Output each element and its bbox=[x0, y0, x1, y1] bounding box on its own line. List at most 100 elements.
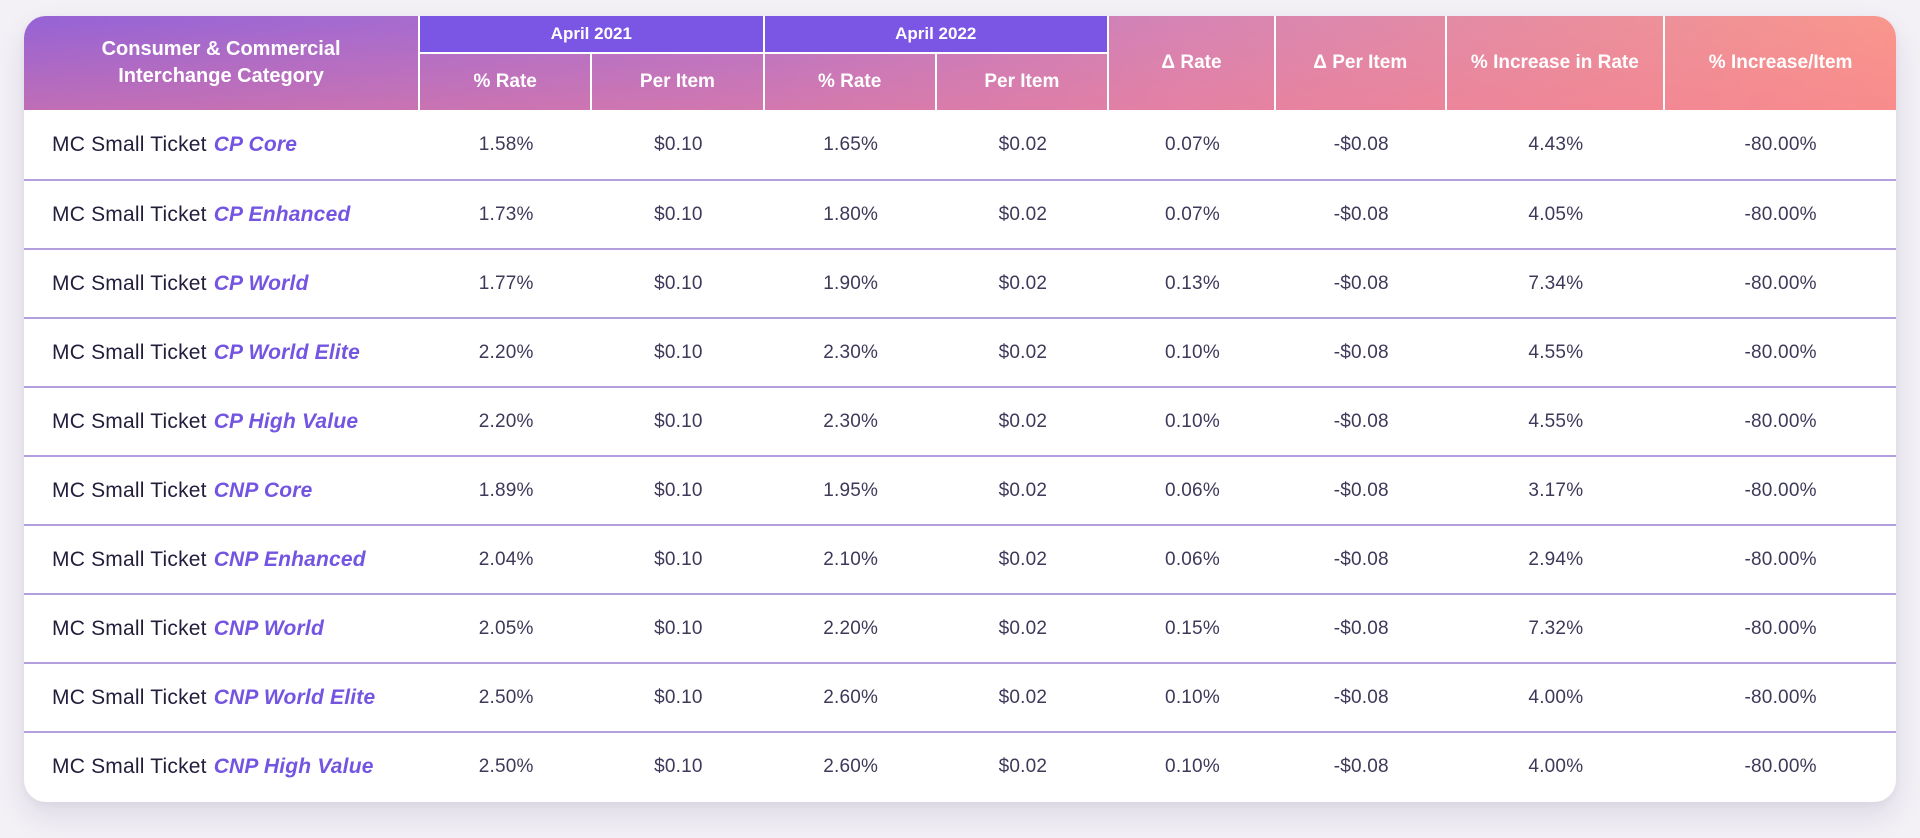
category-cell: MC Small Ticket CP World Elite bbox=[24, 319, 420, 386]
cell-delta-rate: 0.10% bbox=[1165, 755, 1220, 777]
cell-2021-per-item: $0.10 bbox=[654, 686, 703, 708]
cell-2022-pct-rate: 2.60% bbox=[823, 686, 879, 708]
cell-delta-per-item: -$0.08 bbox=[1333, 686, 1389, 708]
cell-pct-increase-per-item: -80.00% bbox=[1744, 133, 1817, 155]
interchange-rate-table-card: Consumer & Commercial Interchange Catego… bbox=[24, 16, 1896, 802]
category-prefix: MC Small Ticket bbox=[52, 754, 207, 778]
header-group-april-2021: April 2021 bbox=[420, 16, 765, 54]
cell-pct-increase-in-rate: 4.00% bbox=[1528, 755, 1584, 777]
header-group-april-2022: April 2022 bbox=[764, 16, 1109, 54]
cell-pct-increase-in-rate: 4.05% bbox=[1528, 203, 1584, 225]
table-header: Consumer & Commercial Interchange Catego… bbox=[24, 16, 1896, 110]
category-name: CNP World Elite bbox=[213, 685, 376, 709]
cell-pct-increase-in-rate: 2.94% bbox=[1528, 548, 1584, 570]
cell-2021-per-item: $0.10 bbox=[654, 755, 703, 777]
header-pct-increase-per-item: % Increase/Item bbox=[1708, 52, 1853, 73]
cell-delta-per-item: -$0.08 bbox=[1333, 479, 1389, 501]
header-category: Consumer & Commercial Interchange Catego… bbox=[24, 16, 421, 110]
category-cell: MC Small Ticket CP High Value bbox=[24, 388, 420, 455]
cell-pct-increase-per-item: -80.00% bbox=[1744, 548, 1817, 570]
table-row: MC Small Ticket CNP Core 1.89% $0.10 1.9… bbox=[24, 455, 1896, 524]
cell-delta-per-item: -$0.08 bbox=[1333, 203, 1389, 225]
category-prefix: MC Small Ticket bbox=[52, 547, 207, 571]
category-name: CP High Value bbox=[213, 409, 359, 433]
cell-2022-pct-rate: 1.65% bbox=[823, 133, 879, 155]
cell-delta-per-item: -$0.08 bbox=[1333, 133, 1389, 155]
category-name: CNP High Value bbox=[213, 754, 374, 778]
category-name: CP Core bbox=[213, 132, 298, 156]
cell-pct-increase-in-rate: 7.32% bbox=[1528, 617, 1584, 639]
cell-2021-pct-rate: 2.20% bbox=[478, 410, 534, 432]
header-delta-per-item: Δ Per Item bbox=[1276, 16, 1447, 110]
cell-pct-increase-per-item: -80.00% bbox=[1744, 203, 1817, 225]
category-prefix: MC Small Ticket bbox=[52, 132, 207, 156]
table-row: MC Small Ticket CNP High Value 2.50% $0.… bbox=[24, 731, 1896, 800]
cell-pct-increase-in-rate: 4.00% bbox=[1528, 686, 1584, 708]
cell-delta-rate: 0.07% bbox=[1165, 203, 1220, 225]
category-cell: MC Small Ticket CNP Enhanced bbox=[24, 526, 420, 593]
cell-delta-rate: 0.07% bbox=[1165, 133, 1220, 155]
cell-2021-per-item: $0.10 bbox=[654, 133, 703, 155]
cell-2022-per-item: $0.02 bbox=[998, 617, 1048, 639]
category-name: CP World bbox=[213, 271, 309, 295]
cell-delta-per-item: -$0.08 bbox=[1333, 755, 1389, 777]
cell-2021-per-item: $0.10 bbox=[654, 617, 703, 639]
table-row: MC Small Ticket CNP World Elite 2.50% $0… bbox=[24, 662, 1896, 731]
header-2021-pct-rate: % Rate bbox=[420, 54, 593, 110]
table-row: MC Small Ticket CNP World 2.05% $0.10 2.… bbox=[24, 593, 1896, 662]
cell-2022-pct-rate: 1.95% bbox=[823, 479, 879, 501]
header-delta-rate: Δ Rate bbox=[1109, 16, 1277, 110]
cell-2021-pct-rate: 2.50% bbox=[478, 755, 534, 777]
header-2021-per-item: Per Item bbox=[592, 54, 765, 110]
cell-2021-per-item: $0.10 bbox=[654, 548, 703, 570]
cell-pct-increase-per-item: -80.00% bbox=[1744, 686, 1817, 708]
category-prefix: MC Small Ticket bbox=[52, 478, 207, 502]
cell-2022-per-item: $0.02 bbox=[998, 755, 1048, 777]
cell-pct-increase-per-item: -80.00% bbox=[1744, 755, 1817, 777]
category-cell: MC Small Ticket CNP High Value bbox=[24, 733, 420, 800]
cell-delta-rate: 0.06% bbox=[1165, 479, 1220, 501]
cell-2022-per-item: $0.02 bbox=[998, 341, 1048, 363]
category-prefix: MC Small Ticket bbox=[52, 409, 207, 433]
category-cell: MC Small Ticket CNP Core bbox=[24, 457, 420, 524]
table-row: MC Small Ticket CP High Value 2.20% $0.1… bbox=[24, 386, 1896, 455]
category-name: CNP Core bbox=[213, 478, 313, 502]
cell-pct-increase-in-rate: 7.34% bbox=[1528, 272, 1584, 294]
cell-2021-per-item: $0.10 bbox=[654, 410, 703, 432]
cell-2022-per-item: $0.02 bbox=[998, 410, 1048, 432]
cell-delta-rate: 0.10% bbox=[1165, 410, 1220, 432]
category-prefix: MC Small Ticket bbox=[52, 616, 207, 640]
cell-delta-per-item: -$0.08 bbox=[1333, 410, 1389, 432]
cell-pct-increase-in-rate: 4.55% bbox=[1528, 341, 1584, 363]
header-pct-increase-in-rate: % Increase in Rate bbox=[1447, 16, 1666, 110]
cell-2021-pct-rate: 1.77% bbox=[478, 272, 534, 294]
cell-2022-per-item: $0.02 bbox=[998, 686, 1048, 708]
table-row: MC Small Ticket CP Core 1.58% $0.10 1.65… bbox=[24, 110, 1896, 179]
cell-2021-per-item: $0.10 bbox=[654, 479, 703, 501]
cell-2022-pct-rate: 2.10% bbox=[823, 548, 879, 570]
header-2022-pct-rate: % Rate bbox=[765, 54, 937, 110]
cell-2022-pct-rate: 2.60% bbox=[823, 755, 879, 777]
cell-delta-per-item: -$0.08 bbox=[1333, 617, 1389, 639]
cell-pct-increase-per-item: -80.00% bbox=[1744, 617, 1817, 639]
cell-2021-pct-rate: 2.04% bbox=[478, 548, 534, 570]
cell-pct-increase-in-rate: 4.55% bbox=[1528, 410, 1584, 432]
cell-2022-per-item: $0.02 bbox=[998, 272, 1048, 294]
cell-delta-per-item: -$0.08 bbox=[1333, 341, 1389, 363]
cell-2021-pct-rate: 2.50% bbox=[478, 686, 534, 708]
cell-pct-increase-in-rate: 3.17% bbox=[1528, 479, 1584, 501]
cell-2022-per-item: $0.02 bbox=[998, 479, 1048, 501]
table-row: MC Small Ticket CNP Enhanced 2.04% $0.10… bbox=[24, 524, 1896, 593]
cell-2021-pct-rate: 2.20% bbox=[478, 341, 534, 363]
category-name: CNP Enhanced bbox=[213, 547, 366, 571]
cell-delta-rate: 0.15% bbox=[1165, 617, 1220, 639]
cell-pct-increase-per-item: -80.00% bbox=[1744, 410, 1817, 432]
cell-pct-increase-per-item: -80.00% bbox=[1744, 341, 1817, 363]
category-cell: MC Small Ticket CNP World Elite bbox=[24, 664, 420, 731]
category-prefix: MC Small Ticket bbox=[52, 340, 207, 364]
category-prefix: MC Small Ticket bbox=[52, 685, 207, 709]
cell-delta-rate: 0.10% bbox=[1165, 341, 1220, 363]
cell-pct-increase-in-rate: 4.43% bbox=[1528, 133, 1584, 155]
category-prefix: MC Small Ticket bbox=[52, 202, 207, 226]
